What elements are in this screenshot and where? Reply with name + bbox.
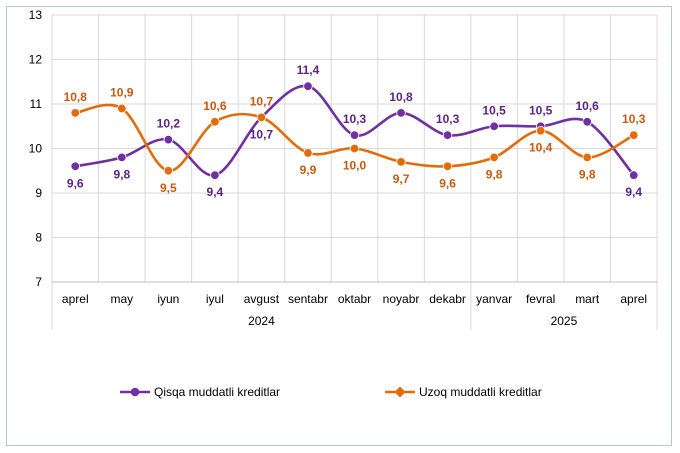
series-1-point-1 xyxy=(117,103,127,114)
y-tick-label-7: 7 xyxy=(35,275,42,289)
series-1-point-11 xyxy=(582,152,592,163)
series-0-data-label-6: 10,3 xyxy=(343,112,367,126)
legend-marker-0 xyxy=(130,387,140,397)
series-0-data-label-3: 9,4 xyxy=(207,185,224,199)
series-1-data-label-10: 10,4 xyxy=(529,141,553,155)
series-0-point-7 xyxy=(396,108,406,118)
series-1-data-label-8: 9,6 xyxy=(439,176,456,190)
series-0-point-0 xyxy=(70,161,80,172)
series-1-point-12 xyxy=(629,130,639,140)
chart-frame xyxy=(6,6,672,446)
series-0-data-label-12: 9,4 xyxy=(625,185,642,199)
legend-marker-1 xyxy=(394,386,406,398)
series-0-data-label-1: 9,8 xyxy=(113,167,130,181)
series-1-data-label-12: 10,3 xyxy=(622,112,646,126)
series-0-data-label-7: 10,8 xyxy=(389,90,413,104)
series-0-point-9 xyxy=(489,121,499,131)
x-tick-label-12: aprel xyxy=(620,292,647,306)
legend-label-1: Uzoq muddatli kreditlar xyxy=(419,385,542,399)
series-1-data-label-6: 10,0 xyxy=(343,159,367,173)
x-group-label-2024: 2024 xyxy=(248,314,275,328)
series-0-point-11 xyxy=(582,117,592,127)
x-tick-label-8: dekabr xyxy=(429,292,466,306)
series-1-data-label-2: 9,5 xyxy=(160,181,177,195)
series-0-data-label-8: 10,3 xyxy=(436,112,460,126)
series-0-data-label-0: 9,6 xyxy=(67,176,84,190)
series-1-data-label-7: 9,7 xyxy=(393,172,410,186)
x-tick-label-11: mart xyxy=(575,292,600,306)
series-0-point-2 xyxy=(163,134,174,145)
y-tick-label-9: 9 xyxy=(35,186,42,200)
series-1-data-label-9: 9,8 xyxy=(486,167,503,181)
series-0-point-3 xyxy=(210,170,220,180)
series-0-point-1 xyxy=(117,152,127,163)
series-1-point-3 xyxy=(210,117,220,127)
x-tick-label-0: aprel xyxy=(62,292,89,306)
series-0-point-8 xyxy=(442,130,453,140)
y-tick-label-11: 11 xyxy=(30,97,43,111)
series-0-data-label-10: 10,5 xyxy=(529,103,553,117)
series-1-data-label-5: 9,9 xyxy=(300,163,317,177)
series-1-point-10 xyxy=(535,125,546,136)
y-tick-label-8: 8 xyxy=(35,231,42,245)
series-1-point-7 xyxy=(396,157,406,167)
series-0-point-6 xyxy=(349,130,360,140)
series-0-point-12 xyxy=(629,170,639,180)
x-tick-label-9: yanvar xyxy=(476,292,512,306)
series-0-point-5 xyxy=(303,81,313,91)
series-1-data-label-1: 10,9 xyxy=(110,85,134,99)
series-1-data-label-11: 9,8 xyxy=(579,167,596,181)
x-tick-label-10: fevral xyxy=(526,292,555,306)
x-tick-label-2: iyun xyxy=(157,292,179,306)
y-tick-label-12: 12 xyxy=(29,53,43,67)
x-tick-label-3: iyul xyxy=(206,292,224,306)
series-1-point-6 xyxy=(349,143,360,154)
x-tick-label-1: may xyxy=(110,292,133,306)
series-0-data-label-4: 10,7 xyxy=(250,127,274,141)
series-1-data-label-0: 10,8 xyxy=(64,90,88,104)
x-tick-label-5: sentabr xyxy=(288,292,328,306)
series-1-point-2 xyxy=(163,166,174,176)
series-1-point-0 xyxy=(70,108,80,118)
series-0-data-label-5: 11,4 xyxy=(297,63,320,77)
y-tick-label-10: 10 xyxy=(29,142,43,156)
series-0-data-label-11: 10,6 xyxy=(576,99,600,113)
legend-label-0: Qisqa muddatli kreditlar xyxy=(154,385,280,399)
series-1-data-label-4: 10,7 xyxy=(250,94,274,108)
x-group-label-2025: 2025 xyxy=(551,314,578,328)
series-0-data-label-9: 10,5 xyxy=(482,103,506,117)
series-1-point-9 xyxy=(489,152,499,163)
series-1-point-5 xyxy=(303,148,313,158)
y-tick-label-13: 13 xyxy=(29,8,43,22)
series-0-data-label-2: 10,2 xyxy=(157,117,181,131)
series-1-point-8 xyxy=(442,161,453,172)
series-1-data-label-3: 10,6 xyxy=(203,99,227,113)
series-1-point-4 xyxy=(256,112,267,123)
x-tick-label-6: oktabr xyxy=(338,292,371,306)
x-tick-label-4: avgust xyxy=(244,292,280,306)
x-tick-label-7: noyabr xyxy=(383,292,420,306)
